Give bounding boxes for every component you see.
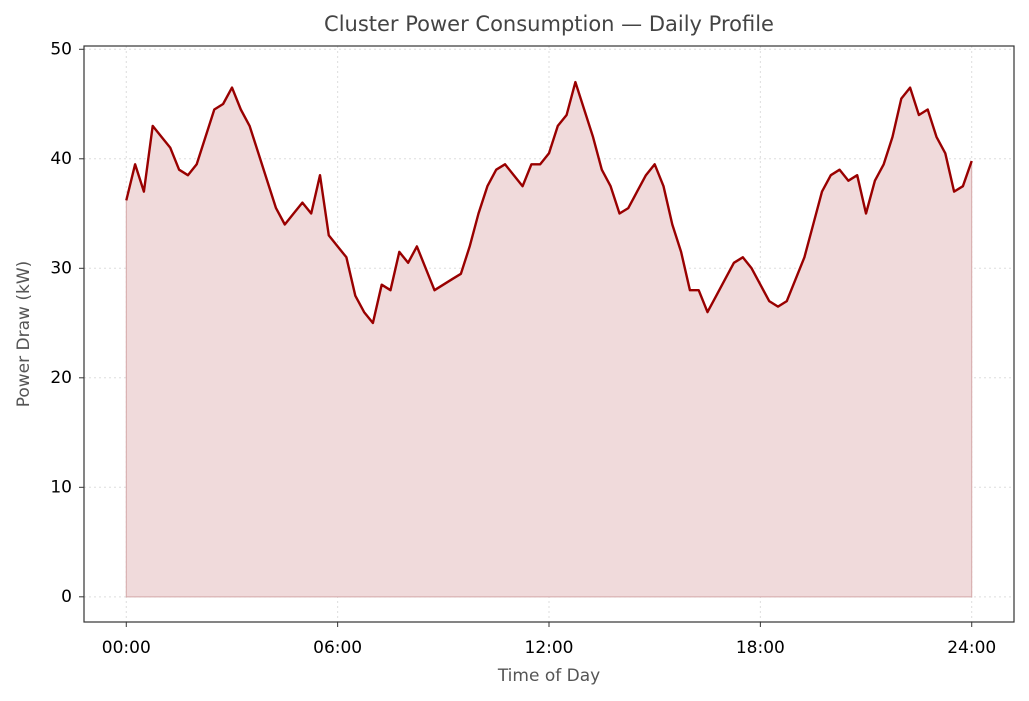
x-tick-label: 06:00	[313, 638, 362, 658]
line	[125, 80, 973, 325]
y-tick-label: 30	[50, 258, 72, 278]
y-tick-label: 20	[50, 368, 72, 388]
x-tick-label: 12:00	[525, 638, 574, 658]
y-tick-label: 10	[50, 477, 72, 497]
chart-title: Cluster Power Consumption — Daily Profil…	[324, 12, 774, 36]
x-axis-label: Time of Day	[497, 666, 600, 686]
y-axis-label: Power Draw (kW)	[14, 261, 34, 408]
x-tick-label: 00:00	[102, 638, 151, 658]
x-tick-label: 24:00	[947, 638, 996, 658]
y-tick-label: 0	[61, 587, 72, 607]
x-tick-label: 18:00	[736, 638, 785, 658]
y-tick-label: 50	[50, 39, 72, 59]
plot-frame	[83, 45, 1015, 623]
area-fill	[125, 80, 973, 598]
y-tick-label: 40	[50, 149, 72, 169]
